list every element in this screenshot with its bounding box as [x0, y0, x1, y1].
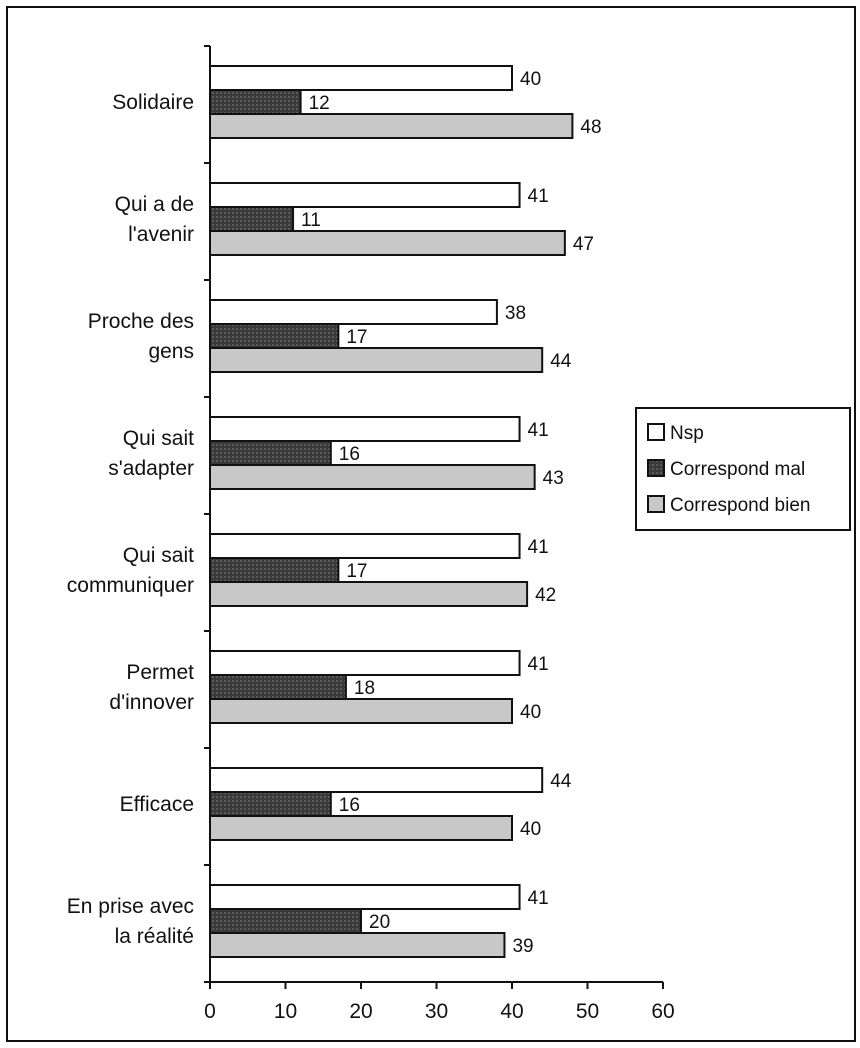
data-label: 41	[528, 654, 549, 675]
bar	[209, 182, 521, 208]
bar	[209, 908, 362, 934]
legend-label: Correspond mal	[670, 459, 805, 480]
x-tick-label: 50	[576, 1000, 599, 1023]
data-label: 18	[354, 678, 375, 699]
category-label-line: la réalité	[115, 925, 194, 948]
legend: Nsp Correspond mal Correspond bien	[635, 407, 851, 531]
bar	[209, 347, 544, 373]
legend-box	[635, 407, 851, 531]
bar	[209, 89, 302, 115]
x-tick-label: 0	[204, 1000, 216, 1023]
bar	[209, 416, 521, 442]
bar	[209, 533, 521, 559]
data-label: 40	[520, 702, 541, 723]
data-label: 42	[535, 585, 556, 606]
bar	[209, 650, 521, 676]
bar	[209, 557, 340, 583]
bar	[209, 767, 544, 793]
data-label: 17	[346, 561, 367, 582]
legend-label: Correspond bien	[670, 495, 810, 516]
data-label: 41	[528, 888, 549, 909]
data-label: 43	[543, 468, 564, 489]
bar	[209, 815, 513, 841]
category-label-line: communiquer	[67, 574, 194, 597]
data-label: 47	[573, 234, 594, 255]
category-label: Solidaire	[112, 91, 194, 114]
bar	[209, 674, 347, 700]
bars: 40 12 48 41 11 47 38 17 44 41 16 43 41 17 42 41 18 40 44 16…	[209, 65, 602, 958]
category-label-line: Solidaire	[112, 91, 194, 114]
bar	[209, 299, 498, 325]
category-label: Proche des gens	[88, 310, 194, 363]
x-tick-label: 20	[349, 1000, 372, 1023]
data-label: 41	[528, 186, 549, 207]
data-label: 11	[301, 210, 321, 231]
x-tick-label: 40	[500, 1000, 523, 1023]
category-label: Permet d'innover	[109, 661, 194, 714]
legend-swatch	[647, 423, 665, 441]
data-label: 40	[520, 69, 541, 90]
category-label: En prise avec la réalité	[67, 895, 194, 948]
category-label: Qui a de l'avenir	[115, 193, 194, 246]
data-label: 16	[339, 795, 360, 816]
category-label: Qui sait communiquer	[67, 544, 194, 597]
bar	[209, 791, 332, 817]
data-label: 48	[580, 117, 601, 138]
bar	[209, 581, 529, 607]
data-label: 41	[528, 420, 549, 441]
bar	[209, 440, 332, 466]
category-label: Qui sait s'adapter	[108, 427, 194, 480]
legend-swatch	[647, 459, 665, 477]
data-label: 39	[512, 936, 533, 957]
bar	[209, 323, 340, 349]
category-label-line: Qui sait	[123, 544, 194, 567]
bar	[209, 65, 513, 91]
category-label-line: d'innover	[109, 691, 194, 714]
category-label: Efficace	[120, 793, 194, 816]
legend-swatch	[647, 495, 665, 513]
legend-label: Nsp	[670, 423, 704, 444]
bar	[209, 230, 566, 256]
bar	[209, 113, 574, 139]
data-label: 40	[520, 819, 541, 840]
category-label-line: Qui a de	[115, 193, 194, 216]
category-label-line: l'avenir	[128, 223, 194, 246]
data-label: 38	[505, 303, 526, 324]
category-label-line: En prise avec	[67, 895, 194, 918]
bar	[209, 884, 521, 910]
category-label-line: Permet	[126, 661, 194, 684]
data-label: 12	[309, 93, 330, 114]
data-label: 17	[346, 327, 367, 348]
data-label: 44	[550, 771, 572, 792]
category-label-line: Efficace	[120, 793, 194, 816]
category-label-line: Proche des	[88, 310, 194, 333]
data-label: 44	[550, 351, 572, 372]
category-label-line: s'adapter	[108, 457, 194, 480]
x-tick-label: 30	[425, 1000, 448, 1023]
data-label: 20	[369, 912, 390, 933]
bar	[209, 464, 536, 490]
bar	[209, 932, 506, 958]
x-tick-label: 60	[651, 1000, 674, 1023]
category-label-line: Qui sait	[123, 427, 194, 450]
data-label: 16	[339, 444, 360, 465]
x-tick-label: 10	[274, 1000, 297, 1023]
bar	[209, 206, 295, 232]
data-label: 41	[528, 537, 549, 558]
bar	[209, 698, 513, 724]
category-label-line: gens	[148, 340, 194, 363]
